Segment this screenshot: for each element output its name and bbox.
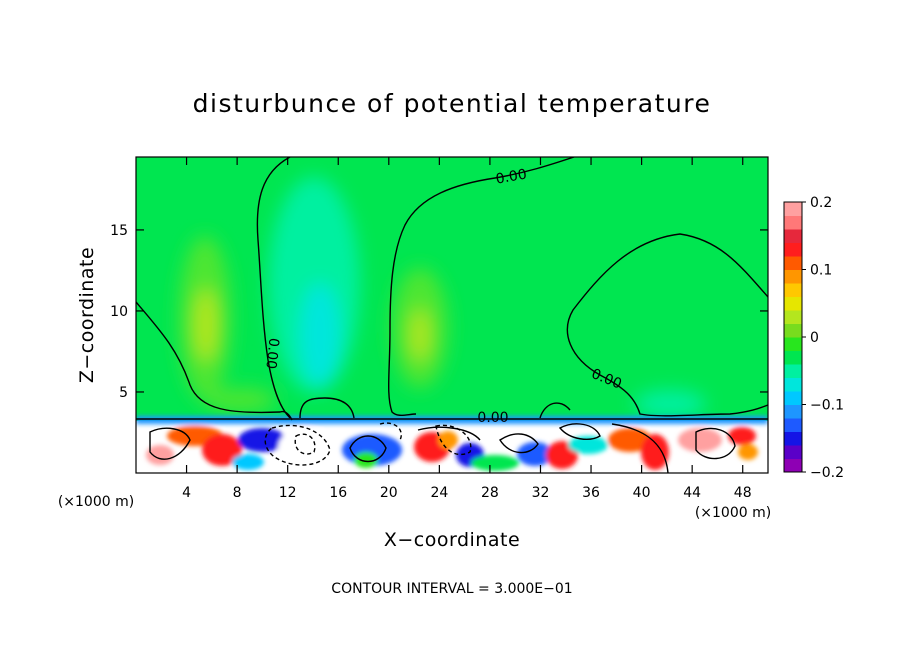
bl-orange-2	[738, 444, 758, 460]
anomaly-warm-4	[411, 309, 429, 361]
y-axis-ticks: 5 10 15	[110, 223, 768, 401]
bl-strip	[136, 416, 768, 424]
colorbar-swatch-14	[784, 269, 802, 284]
contour-line-6	[539, 402, 571, 419]
y-axis-unit: (×1000 m)	[58, 494, 134, 510]
contour-labels: 0.00 0.00 0.00 0.00	[262, 166, 624, 426]
anomaly-cool-3	[634, 390, 706, 418]
contour-label-2: 0.00	[262, 337, 281, 370]
bl-blue-1	[238, 428, 286, 452]
bl-cyan-1	[232, 454, 264, 470]
bl-red-5	[608, 428, 652, 452]
x-tick-label-8: 8	[233, 485, 242, 501]
colorbar-swatch-5	[784, 391, 802, 405]
x-tick-label-16: 16	[329, 485, 347, 501]
x-axis-unit: (×1000 m)	[695, 505, 771, 521]
dashed-contour-1	[264, 424, 331, 466]
colorbar	[783, 201, 803, 473]
y-axis-label: Z−coordinate	[76, 247, 98, 383]
contour-lines-dashed	[264, 422, 472, 466]
contour-line-5	[566, 233, 768, 417]
colorbar-swatch-15	[784, 256, 802, 270]
colorbar-ticks: 0.2 0.1 0 −0.1 −0.2	[802, 195, 844, 481]
colorbar-swatch-17	[784, 229, 802, 243]
upper-field-anomalies	[179, 177, 706, 418]
contour-line-8	[149, 427, 191, 460]
contour-interval-note: CONTOUR INTERVAL = 3.000E−01	[331, 581, 572, 597]
x-tick-label-48: 48	[734, 485, 752, 501]
dashed-contour-4	[379, 422, 402, 441]
x-tick-label-20: 20	[380, 485, 398, 501]
bl-cyan-2	[568, 436, 608, 454]
x-axis-label: X−coordinate	[384, 529, 520, 551]
contour-line-10	[499, 433, 539, 454]
contour-line-2	[256, 157, 291, 419]
anomaly-warm-5	[204, 388, 276, 412]
x-tick-label-32: 32	[532, 485, 550, 501]
anomaly-warm-2	[195, 289, 217, 361]
contour-line-3	[299, 397, 355, 419]
colorbar-tick-label-3: −0.1	[810, 398, 844, 414]
colorbar-swatch-2	[784, 431, 802, 446]
colorbar-swatch-8	[784, 350, 802, 365]
bl-red-2	[202, 434, 242, 466]
colorbar-swatch-10	[784, 323, 802, 338]
colorbar-swatch-4	[784, 404, 802, 419]
x-tick-label-36: 36	[582, 485, 600, 501]
contour-lines	[136, 157, 768, 473]
chart-title: disturbunce of potential temperature	[193, 89, 712, 118]
contour-label-1: 0.00	[495, 166, 528, 187]
bl-green-2	[471, 455, 519, 471]
x-tick-label-44: 44	[683, 485, 701, 501]
contour-line-9	[349, 435, 387, 463]
y-tick-label-5: 5	[119, 385, 128, 401]
contour-line-4	[388, 157, 575, 416]
bl-pink-1	[146, 445, 174, 465]
x-tick-label-40: 40	[633, 485, 651, 501]
colorbar-tick-label-4: −0.2	[810, 465, 844, 481]
plot-frame	[135, 156, 769, 474]
colorbar-swatch-13	[784, 283, 802, 297]
x-tick-label-28: 28	[481, 485, 499, 501]
colorbar-swatch-19	[784, 202, 802, 216]
dashed-contour-2	[294, 433, 316, 455]
y-tick-label-15: 15	[110, 223, 128, 239]
colorbar-swatch-7	[784, 364, 802, 378]
bl-white-1	[278, 428, 330, 468]
colorbar-swatch-11	[784, 310, 802, 324]
x-tick-label-4: 4	[182, 485, 191, 501]
contour-line-12	[695, 427, 736, 460]
plot-area: 0.00 0.00 0.00 0.00	[136, 157, 768, 473]
bl-red-7	[728, 427, 756, 445]
colorbar-swatch-12	[784, 296, 802, 311]
x-tick-label-24: 24	[430, 485, 448, 501]
colorbar-swatch-1	[784, 445, 802, 459]
x-axis-ticks: 4 8 12 16 20 24 28 32 36 40 44 48	[182, 157, 752, 501]
boundary-layer	[136, 416, 768, 473]
bl-blue-4	[517, 442, 553, 466]
boundary-layer-blobs	[136, 416, 768, 471]
colorbar-tick-label-2: 0	[810, 330, 819, 346]
colorbar-swatch-18	[784, 215, 802, 230]
colorbar-tick-label-0: 0.2	[810, 195, 832, 211]
dashed-contour-3	[435, 424, 472, 456]
colorbar-swatch-6	[784, 377, 802, 392]
colorbar-swatch-9	[784, 337, 802, 351]
bl-pink-2	[678, 428, 722, 452]
bl-green-1	[354, 452, 378, 468]
colorbar-tick-label-1: 0.1	[810, 263, 832, 279]
colorbar-swatch-16	[784, 242, 802, 257]
contour-line-14	[558, 423, 601, 440]
contour-line-13	[417, 426, 481, 441]
contour-line-11	[611, 423, 669, 473]
x-tick-label-12: 12	[279, 485, 297, 501]
y-tick-label-10: 10	[110, 304, 128, 320]
contour-label-4: 0.00	[477, 410, 508, 426]
bl-orange-1	[438, 431, 458, 449]
colorbar-swatch-0	[784, 458, 802, 473]
colorbar-swatch-3	[784, 418, 802, 432]
anomaly-cool-2	[300, 283, 340, 387]
bl-red-6	[641, 434, 669, 470]
